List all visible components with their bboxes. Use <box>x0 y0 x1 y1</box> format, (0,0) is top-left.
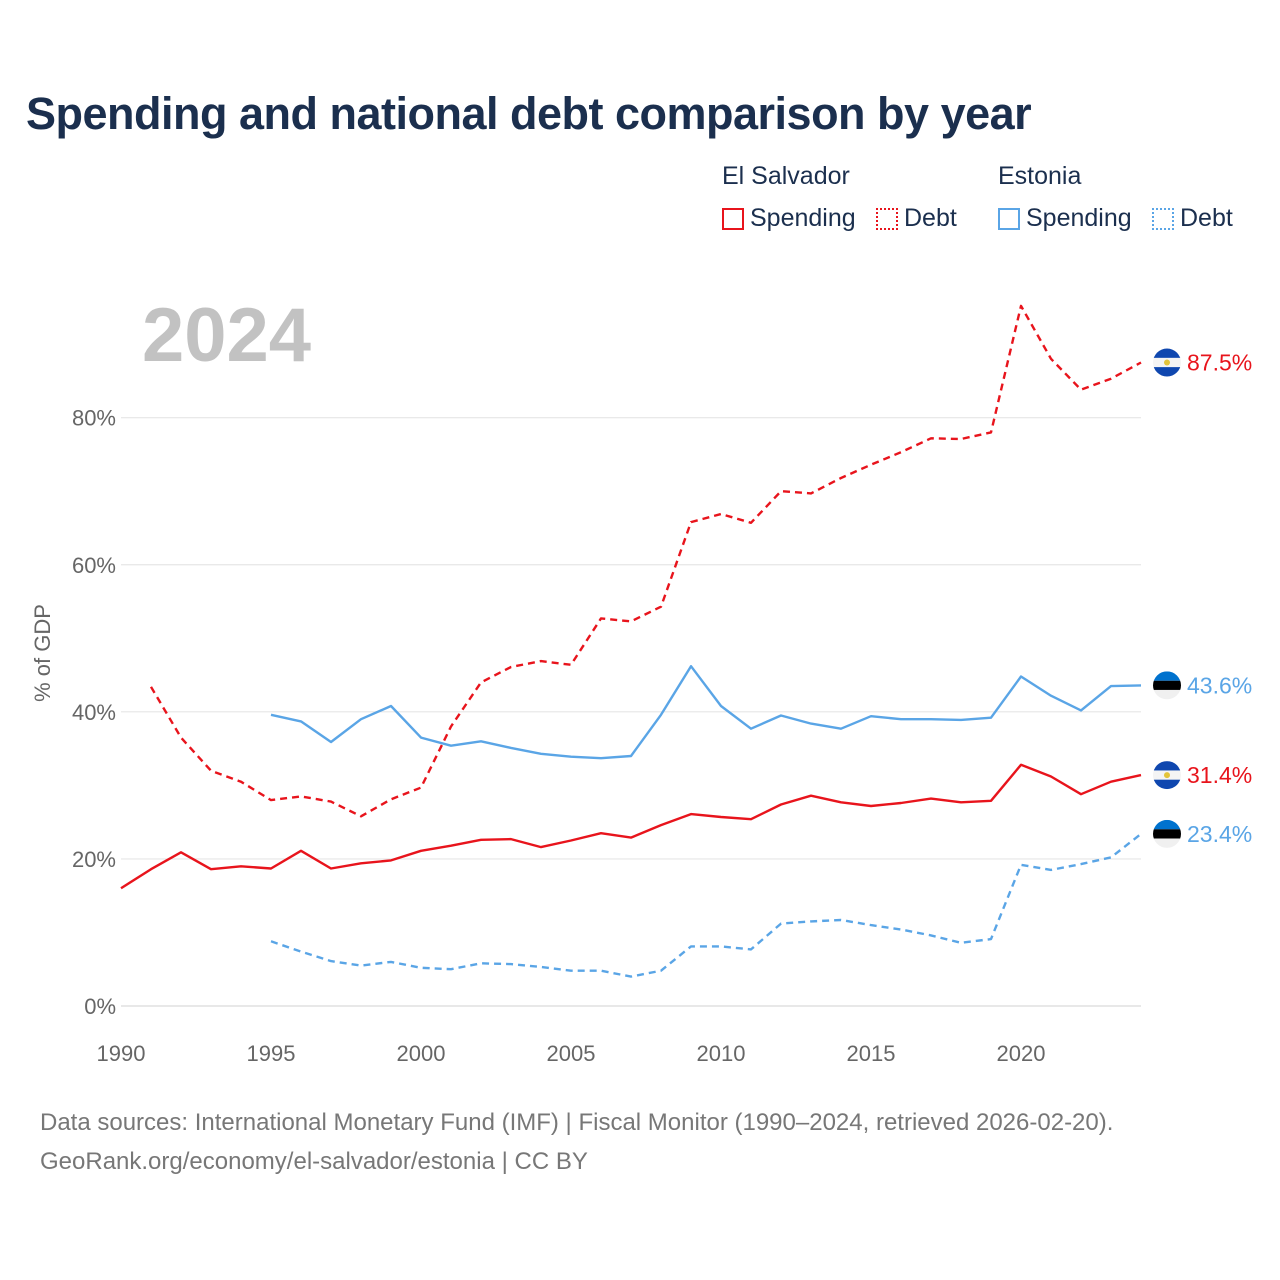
series-line-sv-spending <box>120 763 1142 890</box>
series-line-ee-spending <box>270 665 1142 760</box>
source-line-1: Data sources: International Monetary Fun… <box>40 1109 1114 1136</box>
x-tick-label: 2010 <box>697 1041 746 1066</box>
estonia-flag-icon <box>1153 819 1181 848</box>
legend-label: Spending <box>1026 204 1132 232</box>
legend-estonia-spending[interactable]: Spending <box>998 204 1132 233</box>
legend-label: Debt <box>904 204 957 232</box>
end-value-label-ee-debt: 23.4% <box>1187 821 1252 847</box>
series-line-ee-debt <box>270 832 1142 978</box>
x-tick-label: 2000 <box>397 1041 446 1066</box>
y-axis-title: % of GDP <box>30 604 55 702</box>
series-line-sv-debt <box>149 304 1142 818</box>
y-tick-label: 0% <box>84 994 116 1019</box>
y-tick-label: 60% <box>72 553 116 578</box>
x-tick-label: 2005 <box>547 1041 596 1066</box>
x-tick-label: 1990 <box>97 1041 146 1066</box>
legend-country-estonia: Estonia <box>998 162 1082 190</box>
legend-swatch-solid <box>722 207 744 230</box>
estonia-flag-icon <box>1153 671 1181 700</box>
legend-el-salvador-debt[interactable]: Debt <box>876 204 957 233</box>
el-salvador-flag-icon <box>1153 761 1181 790</box>
x-tick-label: 2015 <box>847 1041 896 1066</box>
legend-el-salvador-spending[interactable]: Spending <box>722 204 856 233</box>
el-salvador-flag-icon <box>1153 348 1181 377</box>
y-tick-label: 20% <box>72 847 116 872</box>
y-tick-label: 40% <box>72 700 116 725</box>
source-line-2[interactable]: GeoRank.org/economy/el-salvador/estonia … <box>40 1148 588 1175</box>
x-tick-label: 1995 <box>247 1041 296 1066</box>
chart-title: Spending and national debt comparison by… <box>26 88 1032 139</box>
legend-swatch-dotted <box>1152 207 1174 230</box>
end-value-label-ee-spending: 43.6% <box>1187 672 1252 698</box>
x-tick-label: 2020 <box>997 1041 1046 1066</box>
legend-estonia-debt[interactable]: Debt <box>1152 204 1233 233</box>
legend-swatch-dotted <box>876 207 898 230</box>
legend-country-el-salvador: El Salvador <box>722 162 850 190</box>
legend-label: Spending <box>750 204 856 232</box>
end-value-label-sv-spending: 31.4% <box>1187 762 1252 788</box>
y-tick-label: 80% <box>72 406 116 431</box>
end-value-label-sv-debt: 87.5% <box>1187 350 1252 376</box>
legend-swatch-solid <box>998 207 1020 230</box>
legend-label: Debt <box>1180 204 1233 232</box>
year-watermark: 2024 <box>142 293 312 378</box>
